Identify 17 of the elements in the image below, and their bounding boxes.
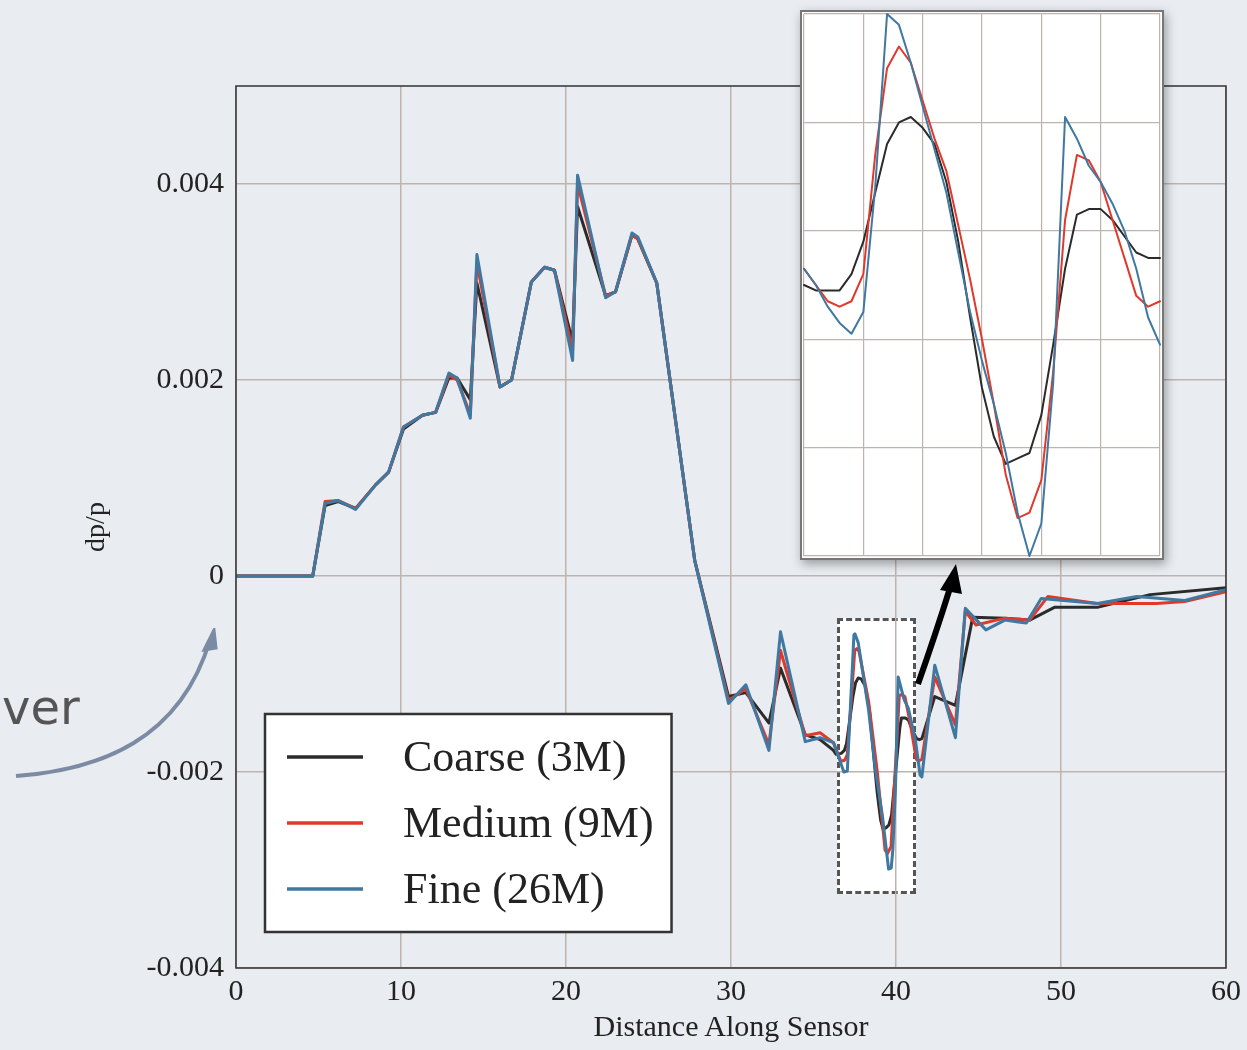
y-tick-label: -0.004 xyxy=(146,948,224,982)
y-tick-label: 0.004 xyxy=(156,164,224,198)
legend-label: Fine (26M) xyxy=(403,863,605,913)
y-tick-label: 0.002 xyxy=(156,360,224,394)
legend-label: Medium (9M) xyxy=(403,797,654,847)
x-tick-label: 60 xyxy=(1211,972,1241,1006)
x-tick-label: 30 xyxy=(716,972,746,1006)
x-tick-label: 10 xyxy=(386,972,416,1006)
x-tick-label: 50 xyxy=(1046,972,1076,1006)
x-tick-label: 20 xyxy=(551,972,581,1006)
text: ver xyxy=(2,679,80,736)
x-tick-label: 40 xyxy=(881,972,911,1006)
y-axis-title: dp/p xyxy=(79,502,111,552)
y-tick-label: 0 xyxy=(209,556,224,590)
y-tick-label: -0.002 xyxy=(146,752,224,786)
legend-label: Coarse (3M) xyxy=(403,731,627,781)
x-axis-title: Distance Along Sensor xyxy=(593,1008,869,1042)
